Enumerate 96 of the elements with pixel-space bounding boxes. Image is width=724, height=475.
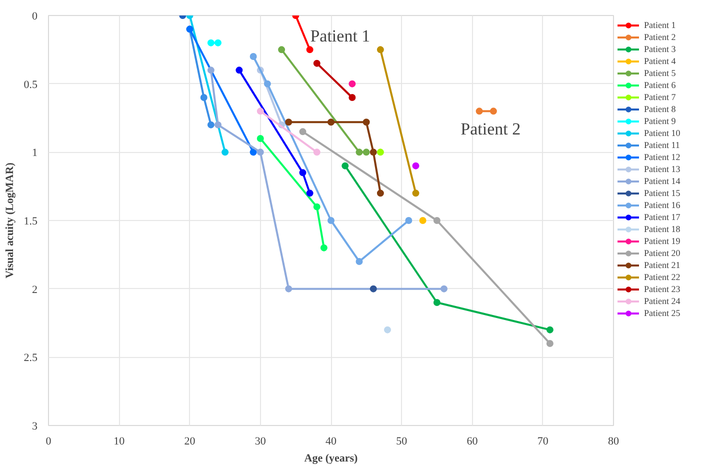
x-tick-label: 40 xyxy=(326,436,337,448)
point xyxy=(490,108,497,115)
legend-label: Patient 16 xyxy=(644,199,680,211)
point xyxy=(278,46,286,54)
point xyxy=(376,148,384,156)
point xyxy=(313,148,320,156)
x-tick-label: 30 xyxy=(254,436,266,448)
legend-label: Patient 24 xyxy=(644,295,680,307)
point xyxy=(299,169,306,176)
y-tick-label: 2 xyxy=(32,284,38,296)
point xyxy=(348,80,356,88)
point xyxy=(412,190,420,197)
point xyxy=(348,94,356,101)
point xyxy=(342,162,349,170)
point xyxy=(328,118,334,126)
point xyxy=(299,128,306,136)
point xyxy=(236,66,243,74)
point xyxy=(250,148,257,156)
point xyxy=(546,326,554,334)
point xyxy=(419,217,426,224)
point xyxy=(256,108,264,115)
point xyxy=(256,148,264,156)
y-tick-label: 2.5 xyxy=(24,352,38,364)
point xyxy=(207,66,214,74)
point xyxy=(362,148,370,156)
legend-label: Patient 23 xyxy=(644,283,680,295)
legend-label: Patient 17 xyxy=(644,211,680,223)
y-tick-label: 3 xyxy=(32,420,38,432)
point xyxy=(356,258,363,265)
point xyxy=(313,60,320,67)
legend-label: Patient 2 xyxy=(644,31,676,43)
x-tick-label: 10 xyxy=(114,436,126,448)
point xyxy=(376,190,384,197)
y-tick-label: 0 xyxy=(32,10,38,22)
legend-label: Patient 13 xyxy=(644,163,680,175)
x-tick-label: 60 xyxy=(466,436,478,448)
x-tick-label: 70 xyxy=(537,436,549,448)
point xyxy=(222,148,229,156)
point xyxy=(285,285,292,292)
point xyxy=(313,203,320,210)
annotation: Patient 2 xyxy=(460,119,521,138)
legend-label: Patient 5 xyxy=(644,67,676,79)
x-tick-label: 20 xyxy=(184,436,196,448)
point xyxy=(405,217,412,224)
legend-label: Patient 15 xyxy=(644,187,680,199)
annotation: Patient 1 xyxy=(310,26,370,46)
point xyxy=(362,118,370,126)
y-axis-title: Visual acuity (LogMAR) xyxy=(4,162,16,278)
legend-label: Patient 22 xyxy=(644,271,680,283)
point xyxy=(214,121,222,128)
legend-label: Patient 19 xyxy=(644,235,680,247)
legend-label: Patient 14 xyxy=(644,175,680,187)
y-tick-label: 1 xyxy=(32,147,38,160)
point xyxy=(412,162,420,170)
point xyxy=(433,217,440,224)
point xyxy=(546,340,554,347)
y-tick-label: 1.5 xyxy=(24,216,38,228)
legend-label: Patient 9 xyxy=(644,115,676,127)
point xyxy=(207,121,214,128)
point xyxy=(200,94,208,101)
point xyxy=(320,244,328,252)
point xyxy=(433,299,440,306)
point xyxy=(306,190,314,197)
point xyxy=(370,285,377,292)
legend-label: Patient 3 xyxy=(644,43,676,55)
legend-label: Patient 1 xyxy=(644,19,676,31)
point xyxy=(207,39,214,46)
legend-label: Patient 20 xyxy=(644,247,680,259)
point xyxy=(476,108,483,115)
point xyxy=(356,148,363,156)
legend-label: Patient 7 xyxy=(644,91,676,103)
point xyxy=(440,285,448,292)
legend-label: Patient 4 xyxy=(644,55,676,67)
point xyxy=(256,135,264,142)
point xyxy=(250,53,257,60)
legend-label: Patient 18 xyxy=(644,223,680,235)
x-tick-label: 0 xyxy=(46,436,52,448)
x-tick-label: 80 xyxy=(608,436,620,448)
point xyxy=(328,217,334,224)
x-tick-label: 50 xyxy=(396,436,408,448)
point xyxy=(370,148,377,156)
point xyxy=(285,118,292,126)
legend-label: Patient 6 xyxy=(644,79,676,91)
x-axis-title: Age (years) xyxy=(304,452,358,464)
legend-label: Patient 10 xyxy=(644,127,680,139)
y-tick-label: 0.5 xyxy=(24,78,38,91)
point xyxy=(214,39,222,46)
legend-label: Patient 11 xyxy=(644,139,680,151)
legend-label: Patient 25 xyxy=(644,307,680,319)
point xyxy=(384,326,391,334)
point xyxy=(306,46,314,54)
point xyxy=(264,80,271,88)
legend-label: Patient 8 xyxy=(644,103,676,115)
legend-label: Patient 12 xyxy=(644,151,680,163)
point xyxy=(376,46,384,54)
legend-label: Patient 21 xyxy=(644,259,680,271)
